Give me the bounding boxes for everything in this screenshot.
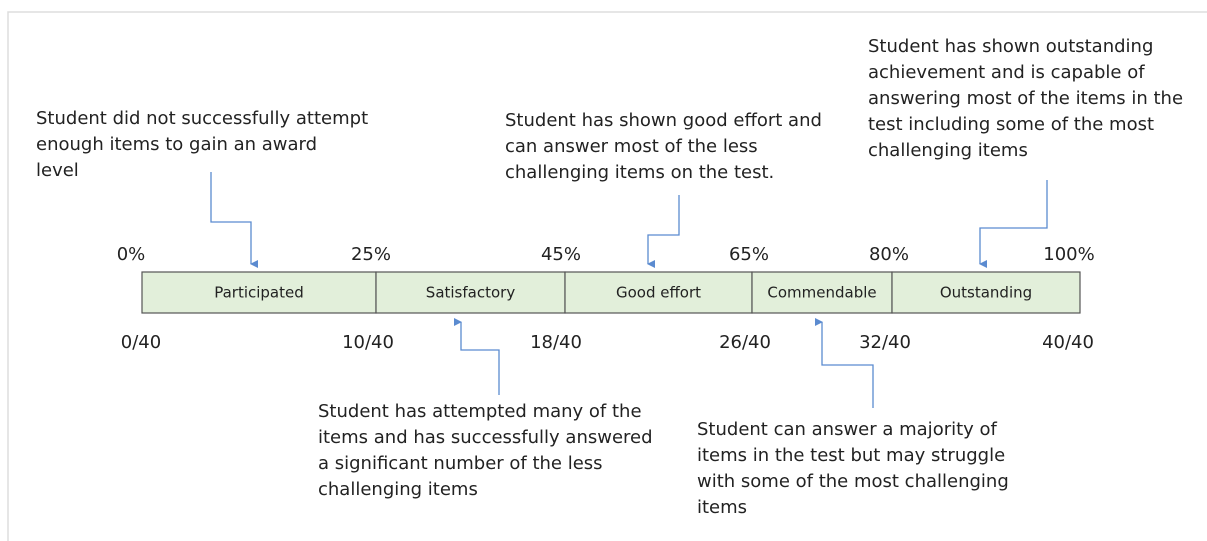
segment: [751, 271, 893, 314]
percent-label: 80%: [869, 244, 909, 265]
annotation-text: a significant number of the less: [318, 453, 603, 474]
annotation-text: test including some of the most: [868, 114, 1154, 135]
annotation-text: Student has shown outstanding: [868, 36, 1153, 57]
percent-label: 25%: [351, 244, 391, 265]
score-label: 10/40: [342, 332, 394, 353]
annotation-text: enough items to gain an award: [36, 134, 317, 155]
annotation-text: challenging items: [868, 140, 1028, 161]
annotation-text: challenging items: [318, 479, 478, 500]
annotation-text: items: [697, 497, 747, 518]
segment: [891, 271, 1081, 314]
segment: [375, 271, 566, 314]
annotation-text: level: [36, 160, 79, 181]
segment-label: Good effort: [616, 284, 701, 302]
segment: [564, 271, 753, 314]
connector: [210, 172, 258, 268]
score-label: 26/40: [719, 332, 771, 353]
segment-label: Satisfactory: [426, 284, 516, 302]
annotation-text: with some of the most challenging: [697, 471, 1009, 492]
annotation-text: items and has successfully answered: [318, 427, 653, 448]
connector: [979, 180, 1048, 268]
annotation-text: answering most of the items in the: [868, 88, 1183, 109]
annotation-text: Student has attempted many of the: [318, 401, 642, 422]
segment-label: Participated: [214, 284, 304, 302]
percent-label: 0%: [117, 244, 146, 265]
score-label: 18/40: [530, 332, 582, 353]
score-label: 40/40: [1042, 332, 1094, 353]
percent-label: 100%: [1043, 244, 1094, 265]
annotation-text: challenging items on the test.: [505, 162, 774, 183]
annotation-text: can answer most of the less: [505, 136, 758, 157]
segment: [141, 271, 377, 314]
score-label: 0/40: [121, 332, 161, 353]
percent-label: 45%: [541, 244, 581, 265]
connector: [647, 195, 680, 268]
connector: [815, 318, 874, 408]
frame: [7, 11, 1207, 541]
percent-label: 65%: [729, 244, 769, 265]
annotation-text: Student can answer a majority of: [697, 419, 998, 440]
annotation-text: achievement and is capable of: [868, 62, 1145, 83]
score-label: 32/40: [859, 332, 911, 353]
annotation-text: items in the test but may struggle: [697, 445, 1005, 466]
annotation-text: Student has shown good effort and: [505, 110, 822, 131]
annotation-text: Student did not successfully attempt: [36, 108, 368, 129]
segment-label: Outstanding: [940, 284, 1032, 302]
segment-label: Commendable: [767, 284, 876, 302]
connector: [454, 318, 500, 395]
